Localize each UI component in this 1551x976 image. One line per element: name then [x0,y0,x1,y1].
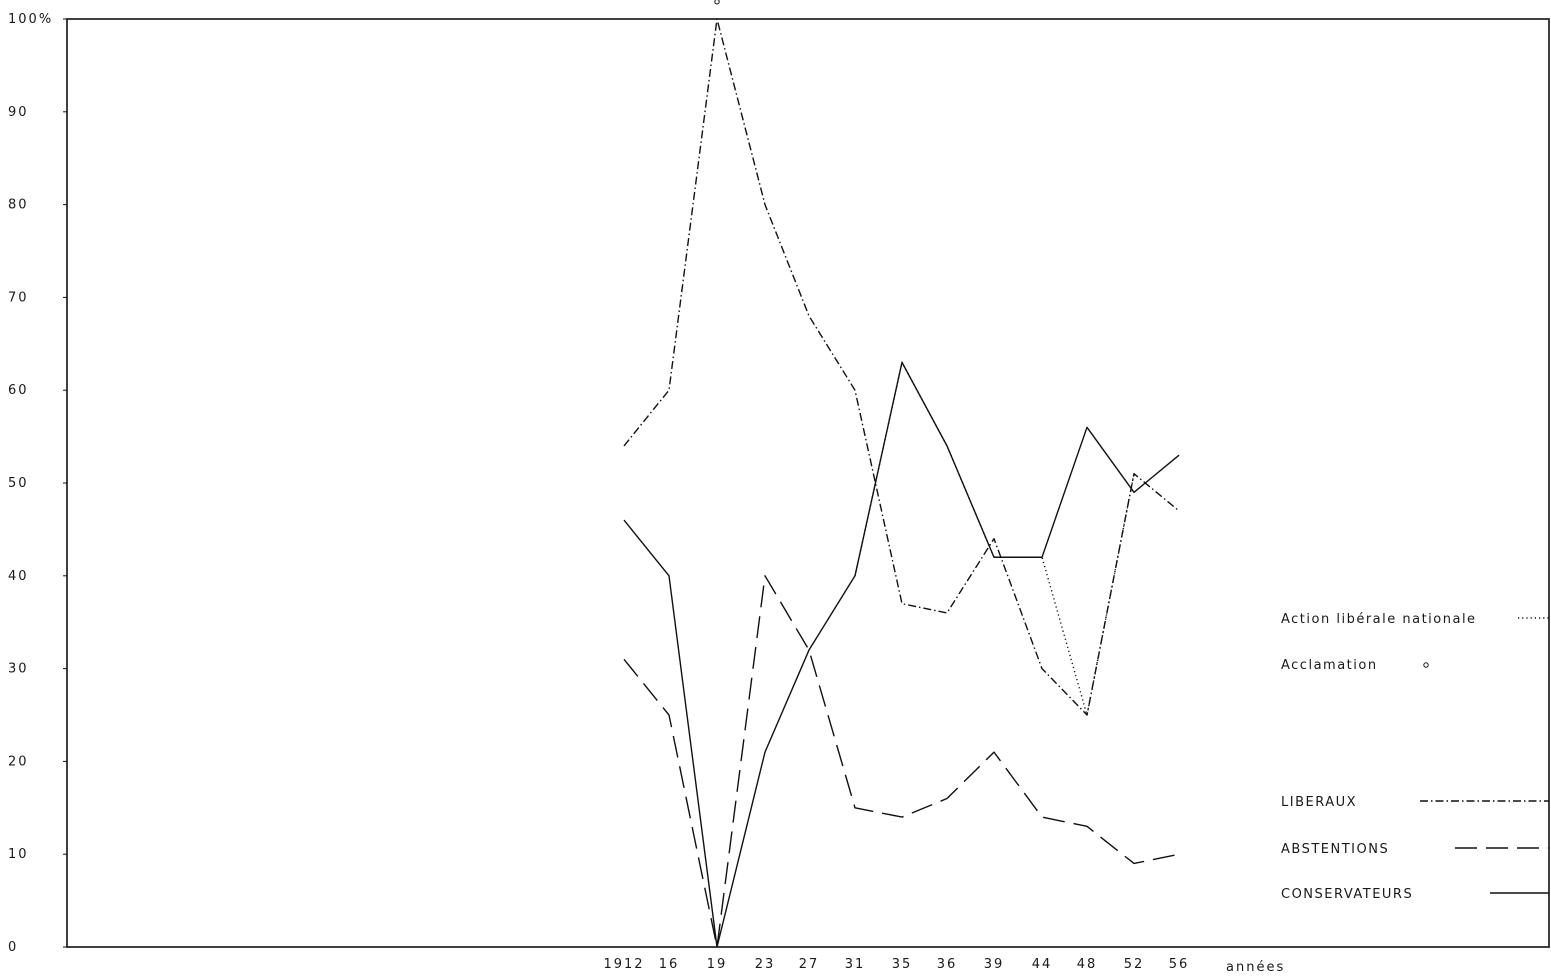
y-tick-label: 60 [8,383,29,398]
acclamation-marker [714,0,720,5]
legend-label-abstentions: ABSTENTIONS [1281,842,1389,857]
y-tick-label: 50 [8,476,29,491]
series-line-abstentions [623,575,1180,948]
y-tick-label: 10 [8,847,29,862]
y-tick-label: 70 [8,290,29,305]
legend: Action libérale nationale Acclamation LIBE… [1281,612,1549,902]
legend-swatch-acclamation [1423,662,1429,668]
x-tick-label: 19 [707,957,728,972]
x-axis-ticks: 1912 16 19 23 27 31 35 36 39 44 48 52 56 [603,957,1190,972]
x-tick-label: 39 [984,957,1005,972]
series-layer [623,0,1180,948]
y-tick-label: 30 [8,662,29,677]
series-line-liberaux [623,18,1180,716]
legend-label-action-lib-rale-nationale: Action libérale nationale [1281,612,1477,627]
x-tick-label: 1912 [603,957,644,972]
y-axis-ticks: 0 10 20 30 40 50 60 70 80 90 100% [8,12,67,955]
y-tick-label: 80 [8,198,29,213]
x-tick-label: 48 [1077,957,1098,972]
y-tick-label: 0 [8,940,18,955]
x-tick-label: 23 [755,957,776,972]
legend-label-conservateurs: CONSERVATEURS [1281,887,1413,902]
x-tick-label: 27 [799,957,820,972]
x-tick-label: 36 [937,957,958,972]
x-tick-label: 52 [1124,957,1145,972]
legend-label-liberaux: LIBERAUX [1281,795,1357,810]
x-tick-label: 16 [659,957,680,972]
y-tick-label: 40 [8,569,29,584]
x-axis-title: années [1226,960,1285,975]
x-tick-label: 44 [1032,957,1053,972]
y-tick-label: 100% [8,12,53,27]
x-tick-label: 56 [1169,957,1190,972]
x-tick-label: 31 [845,957,866,972]
y-tick-label: 20 [8,754,29,769]
series-line-conservateurs [623,361,1180,948]
y-tick-label: 90 [8,105,29,120]
legend-label-acclamation: Acclamation [1281,658,1378,673]
x-tick-label: 35 [892,957,913,972]
